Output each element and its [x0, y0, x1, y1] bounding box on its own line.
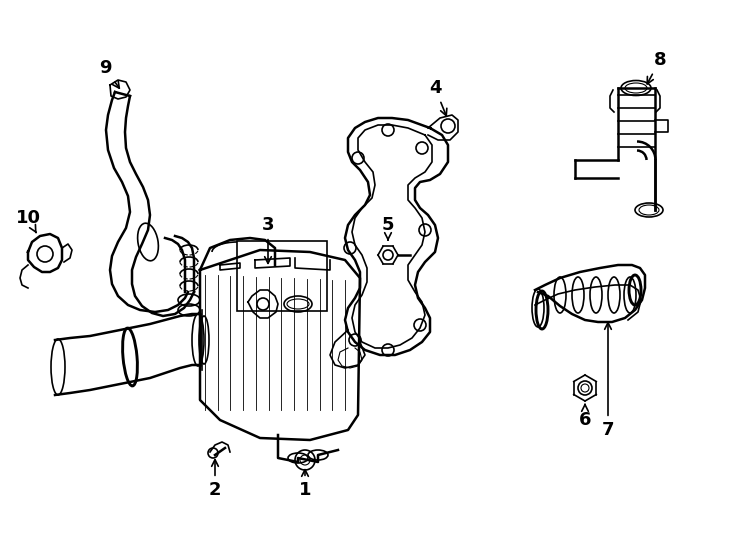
Text: 9: 9 [99, 59, 120, 88]
Text: 1: 1 [299, 470, 311, 499]
Text: 6: 6 [578, 404, 592, 429]
Text: 7: 7 [602, 322, 614, 439]
Text: 4: 4 [429, 79, 447, 116]
Text: 5: 5 [382, 216, 394, 240]
Text: 2: 2 [208, 460, 221, 499]
Text: 10: 10 [15, 209, 40, 233]
Text: 3: 3 [262, 216, 275, 264]
Text: 8: 8 [647, 51, 666, 84]
FancyBboxPatch shape [237, 241, 327, 311]
